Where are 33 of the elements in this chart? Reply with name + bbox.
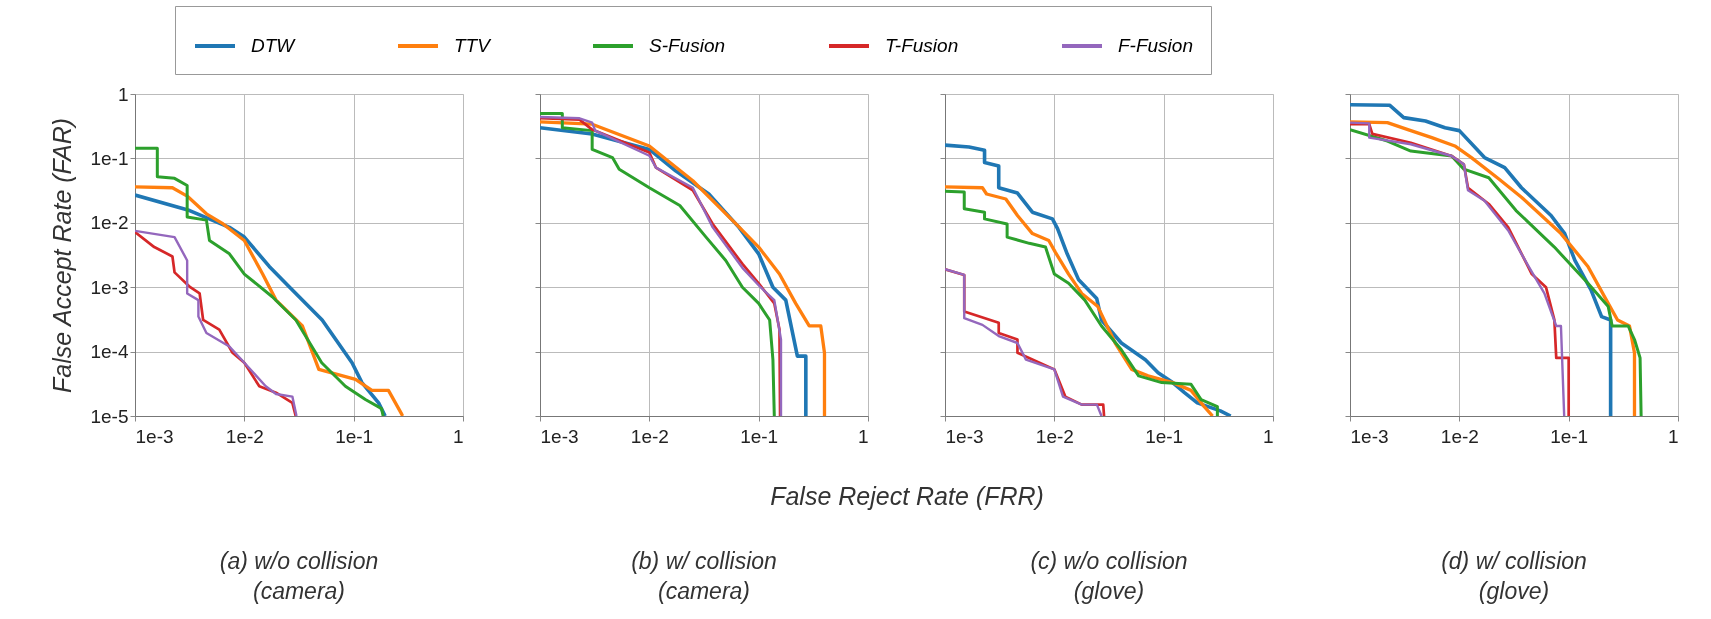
y-tick-label: 1e-4 <box>90 341 129 363</box>
text: (b) w/ collision (camera) <box>631 548 777 604</box>
x-tick-label: 1e-1 <box>335 425 374 447</box>
y-tick-label: 1e-1 <box>90 147 129 169</box>
y-axis-title: False Accept Rate (FAR) <box>48 117 77 394</box>
x-tick-label: 1e-2 <box>1440 425 1479 447</box>
x-tick-label: 1e-2 <box>1035 425 1074 447</box>
x-tick-label: 1e-2 <box>225 425 264 447</box>
x-axis-title: False Reject Rate (FRR) <box>770 481 1044 510</box>
x-tick-label: 1e-1 <box>1550 425 1589 447</box>
y-tick-label: 1 <box>117 83 129 105</box>
legend-label: T-Fusion <box>885 35 959 56</box>
x-tick-label: 1e-3 <box>540 425 579 447</box>
text: (a) w/o collision (camera) <box>219 548 379 604</box>
y-tick-label: 1e-2 <box>90 212 129 234</box>
text: (c) w/o collision (glove) <box>1030 548 1188 604</box>
x-tick-label: 1 <box>452 425 464 447</box>
legend-label: TTV <box>454 35 493 56</box>
x-tick-label: 1e-3 <box>945 425 984 447</box>
x-tick-label: 1 <box>1667 425 1679 447</box>
x-tick-label: 1 <box>1262 425 1274 447</box>
legend-label: S-Fusion <box>649 35 726 56</box>
text: (d) w/ collision (glove) <box>1441 548 1587 604</box>
x-tick-label: 1 <box>857 425 869 447</box>
y-tick-label: 1e-5 <box>90 405 129 427</box>
x-tick-label: 1e-2 <box>630 425 669 447</box>
legend-label: F-Fusion <box>1118 35 1193 56</box>
x-tick-label: 1e-3 <box>135 425 174 447</box>
x-tick-label: 1e-3 <box>1350 425 1389 447</box>
x-tick-label: 1e-1 <box>740 425 779 447</box>
y-tick-label: 1e-3 <box>90 276 129 298</box>
legend-label: DTW <box>251 35 297 56</box>
x-tick-label: 1e-1 <box>1145 425 1184 447</box>
